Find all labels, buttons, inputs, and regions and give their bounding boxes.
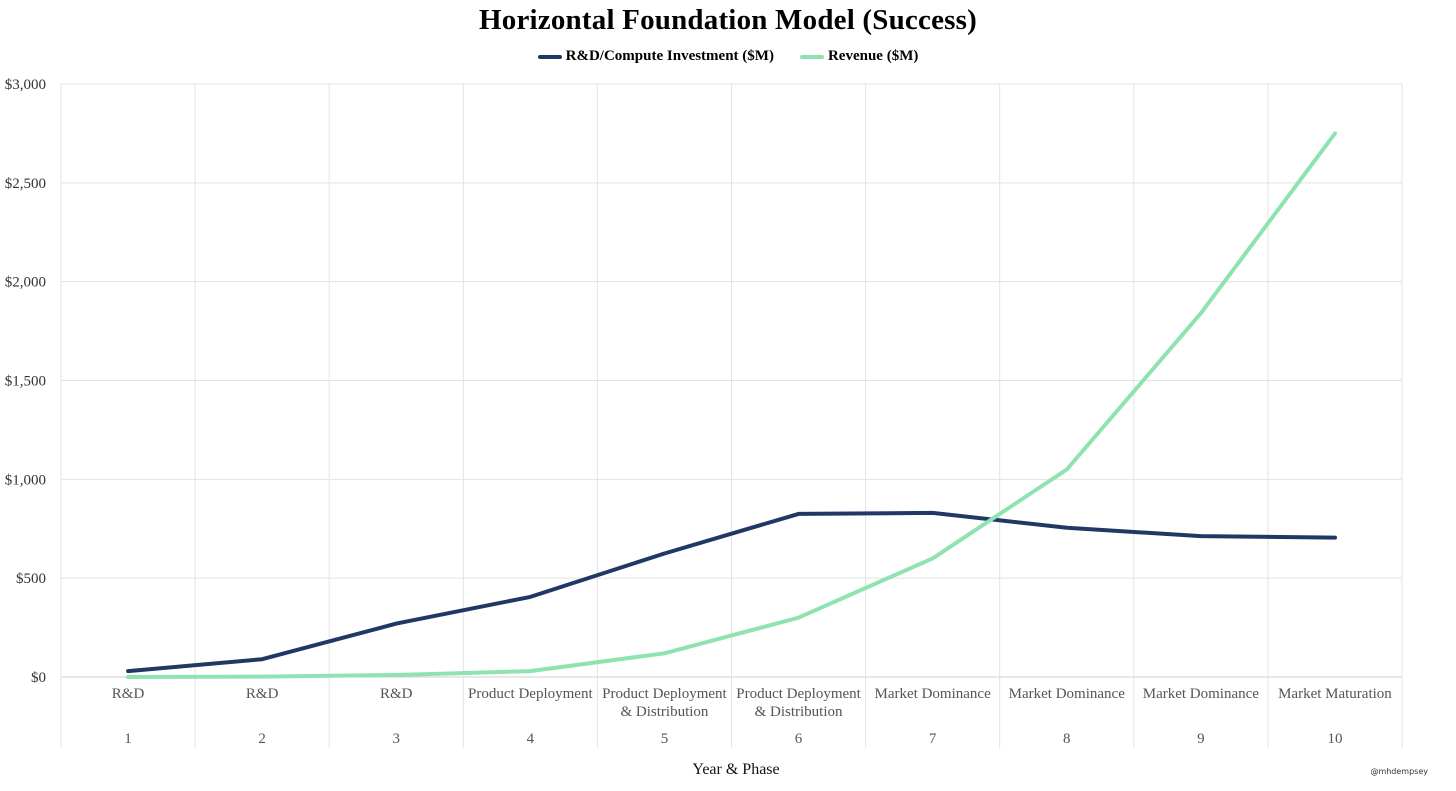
x-year-label: 9 <box>1197 731 1205 747</box>
y-tick-label: $1,000 <box>5 472 46 488</box>
y-tick-label: $0 <box>31 670 46 686</box>
x-year-label: 3 <box>393 731 401 747</box>
y-tick-label: $500 <box>16 571 46 587</box>
x-year-label: 6 <box>795 731 803 747</box>
x-phase-label: & Distribution <box>755 704 843 720</box>
x-year-label: 10 <box>1327 731 1342 747</box>
x-phase-label: Market Dominance <box>875 686 992 702</box>
x-year-label: 5 <box>661 731 669 747</box>
x-phase-label: Product Deployment <box>736 686 861 702</box>
legend-swatch-revenue <box>799 54 824 59</box>
x-phase-label: & Distribution <box>620 704 708 720</box>
y-tick-label: $1,500 <box>5 374 46 390</box>
revenue-series-line <box>126 131 1337 679</box>
x-phase-label: Market Dominance <box>1143 686 1260 702</box>
x-year-label: 2 <box>258 731 266 747</box>
x-year-label: 1 <box>124 731 132 747</box>
x-phase-label: Market Dominance <box>1009 686 1126 702</box>
x-phase-label: R&D <box>112 686 145 702</box>
legend-swatch-investment <box>537 54 562 59</box>
y-tick-label: $2,000 <box>5 275 46 291</box>
x-phase-label: Product Deployment <box>602 686 727 702</box>
legend-item-investment[interactable]: R&D/Compute Investment ($M) <box>537 48 774 65</box>
author-watermark: @mhdempsey <box>1370 767 1428 776</box>
x-phase-label: R&D <box>380 686 413 702</box>
x-phase-label: Product Deployment <box>468 686 593 702</box>
x-year-label: 4 <box>527 731 535 747</box>
y-tick-label: $2,500 <box>5 176 46 192</box>
chart-title: Horizontal Foundation Model (Success) <box>479 4 977 36</box>
legend-label-investment: R&D/Compute Investment ($M) <box>565 48 774 64</box>
x-year-label: 7 <box>929 731 937 747</box>
x-phase-label: R&D <box>246 686 279 702</box>
y-tick-label: $3,000 <box>5 77 46 93</box>
x-phase-label: Market Maturation <box>1278 686 1392 702</box>
investment-series-line <box>126 510 1337 674</box>
x-axis-title: Year & Phase <box>692 761 780 778</box>
chart-legend: R&D/Compute Investment ($M) Revenue ($M) <box>0 48 1456 65</box>
legend-item-revenue[interactable]: Revenue ($M) <box>799 48 919 65</box>
x-year-label: 8 <box>1063 731 1071 747</box>
legend-label-revenue: Revenue ($M) <box>827 48 919 64</box>
